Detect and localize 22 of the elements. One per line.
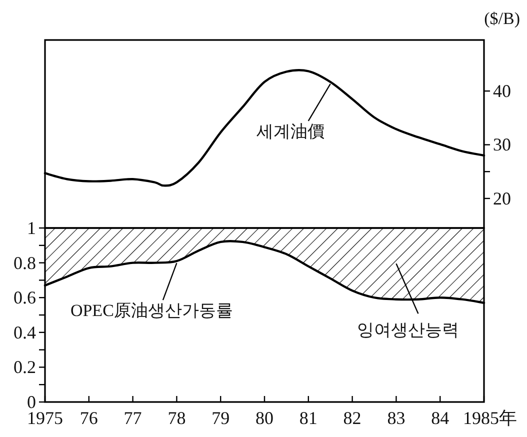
y-axis-title: ($/B)	[484, 9, 520, 28]
x-tick-label: 79	[212, 408, 230, 428]
y-tick-label: 0.4	[14, 322, 36, 342]
y-tick-label: 40	[493, 81, 511, 102]
y-tick-label: 1	[27, 218, 36, 238]
legend-label: 세계油價	[256, 122, 324, 141]
legend-label: OPEC原油생산가동률	[70, 301, 233, 320]
x-tick-label: 82	[343, 408, 362, 428]
y-tick-label: 0.8	[14, 252, 36, 273]
y-tick-label: 0.6	[14, 288, 36, 308]
x-tick-label: 81	[299, 408, 318, 428]
x-tick-label: 80	[256, 408, 274, 428]
annotation: 잉여생산능력	[357, 320, 460, 340]
x-tick-label: 78	[168, 408, 186, 428]
x-tick-label: 77	[124, 408, 142, 428]
x-tick-label: 83	[387, 408, 406, 428]
x-tick-label: 1985年	[463, 408, 517, 428]
x-tick-label: 84	[431, 408, 450, 428]
y-tick-label: 30	[493, 134, 511, 155]
x-tick-label: 76	[80, 408, 98, 428]
y-tick-label: 0.2	[14, 357, 36, 378]
y-tick-label: 20	[493, 188, 511, 208]
